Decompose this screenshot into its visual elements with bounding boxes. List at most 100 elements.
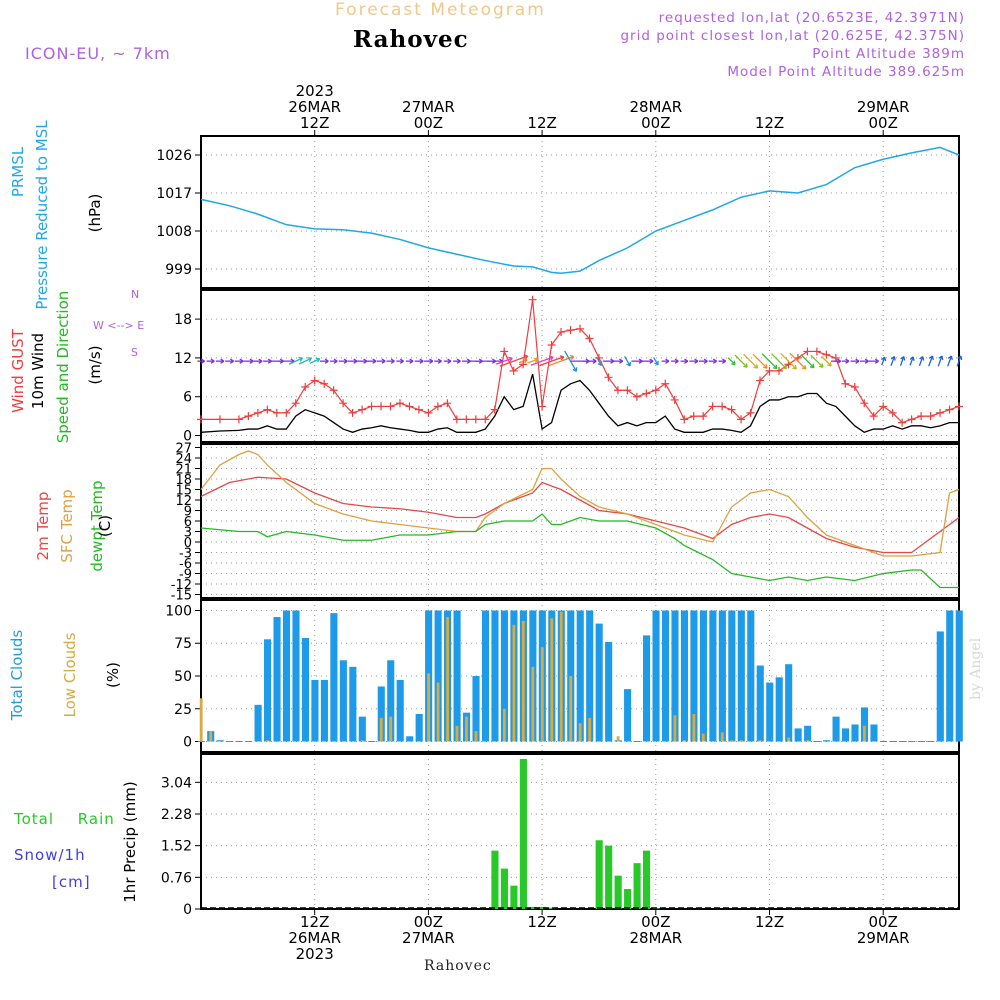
- wind-arrow-head: [399, 358, 404, 364]
- requested-coords: requested lon,lat (20.6523E, 42.3971N): [658, 10, 965, 26]
- wind-gust-marker: [718, 402, 727, 411]
- total-clouds-bar: [785, 664, 793, 742]
- wind-arrow-head: [249, 358, 254, 364]
- y-tick-label: 1.52: [161, 839, 192, 855]
- time-axis-bottom-label: 12Z: [300, 913, 329, 931]
- total-clouds-bar: [595, 623, 603, 742]
- time-axis-top-label: 00Z: [414, 114, 443, 132]
- wind-gust-marker: [509, 366, 518, 375]
- wind-gust-marker: [310, 376, 319, 385]
- low-clouds-bar: [673, 715, 677, 742]
- total-clouds-bar: [699, 610, 707, 742]
- rain-bar: [491, 850, 499, 909]
- wind-direction-arrow: [810, 354, 824, 368]
- rain-bar: [633, 863, 641, 909]
- wind-gust-marker: [197, 415, 205, 424]
- total-clouds-bar: [586, 610, 594, 742]
- total-clouds-bar: [311, 679, 319, 742]
- total-clouds-bar: [946, 610, 954, 742]
- wind-arrow-head: [307, 357, 312, 363]
- wind-gust-marker: [632, 392, 641, 401]
- wind-arrow-head: [855, 358, 860, 364]
- wind-arrow-head: [900, 356, 906, 361]
- wind-direction-arrow: [595, 356, 602, 366]
- wind-direction-arrow: [288, 357, 303, 365]
- total-clouds-bar: [415, 714, 423, 742]
- wind-direction-arrow: [947, 355, 953, 367]
- wind-arrow-head: [712, 358, 717, 364]
- wind-gust-marker: [282, 408, 291, 417]
- wind-arrow-head: [836, 358, 842, 364]
- wind-arrow-head: [827, 361, 832, 367]
- wind-gust-marker: [746, 408, 755, 417]
- wind-gust-marker: [661, 379, 670, 388]
- low-clouds-bar: [502, 708, 506, 742]
- wind-arrow-head: [239, 358, 244, 364]
- wind-arrow-head: [363, 358, 368, 364]
- wind-arrow-head: [619, 358, 624, 364]
- wind-gust-marker: [727, 405, 736, 414]
- wind-gust-marker: [841, 379, 850, 388]
- wind-direction-arrow: [499, 355, 528, 367]
- total-clouds-bar: [841, 728, 850, 742]
- wind-direction-arrow: [789, 352, 807, 370]
- compass-n-icon: N: [131, 288, 140, 301]
- footer-location: Rahovec: [424, 958, 492, 974]
- wind-gust-marker: [358, 405, 367, 414]
- wind-gust-marker: [329, 386, 338, 395]
- total-clouds-bar: [282, 610, 291, 742]
- wind-arrow-head: [353, 358, 358, 364]
- wind-arrow-head: [957, 355, 963, 361]
- wind-gust-marker: [433, 402, 442, 411]
- wind-gust-marker: [803, 347, 812, 356]
- rain-bar: [614, 875, 622, 909]
- y-tick-label: 0: [184, 536, 192, 551]
- wind-gust-marker: [490, 405, 499, 414]
- wind-arrow-head: [390, 358, 395, 364]
- y-tick-label: 0: [183, 429, 192, 445]
- total-clouds-bar: [690, 610, 698, 742]
- wind-arrow-head: [762, 364, 768, 369]
- total-clouds-bar: [718, 610, 726, 742]
- wind-arrow-head: [381, 358, 386, 364]
- y-tick-label: 1017: [156, 186, 192, 202]
- pressure-line: [200, 146, 960, 274]
- y-tick-label: 1026: [156, 148, 192, 164]
- model-point-altitude: Model Point Altitude 389.625m: [727, 64, 965, 80]
- total-clouds-bar: [434, 610, 442, 742]
- wind-direction-arrow: [821, 355, 832, 367]
- total-clouds-bar: [661, 610, 670, 742]
- total-clouds-bar: [936, 631, 944, 742]
- wind-arrow-head: [419, 358, 424, 364]
- y-tick-label: 100: [165, 603, 192, 619]
- wind-arrow-head: [772, 364, 778, 370]
- wind-arrow-head: [315, 357, 321, 363]
- total-clouds-bar: [358, 716, 366, 742]
- y-tick-label: 3.04: [161, 775, 192, 791]
- wind-direction-arrow: [653, 357, 659, 366]
- rain-bar: [510, 885, 518, 909]
- wind-gust-marker: [500, 347, 509, 356]
- total-clouds-bar: [330, 613, 338, 742]
- total-clouds-bar: [624, 689, 632, 742]
- wind-arrow-head: [753, 364, 759, 369]
- wind-gust-marker: [576, 324, 584, 333]
- low-clouds-bar: [531, 666, 535, 742]
- total-clouds-bar: [643, 635, 651, 742]
- y-tick-label: 18: [175, 473, 192, 488]
- wind-direction-arrow: [298, 357, 312, 365]
- wind-arrow-head: [210, 358, 215, 364]
- low-clouds-bar: [455, 725, 459, 742]
- wind-gust-marker: [699, 412, 708, 421]
- wind-gust-marker: [898, 418, 907, 427]
- wind-gust-marker: [822, 350, 831, 359]
- wind-arrow-head: [229, 358, 235, 364]
- wind-arrow-head: [597, 361, 603, 366]
- wind-arrow-head: [649, 358, 654, 364]
- wind-gust-marker: [395, 399, 404, 408]
- wind-gust-marker: [869, 412, 878, 421]
- wind-direction-arrow: [495, 357, 513, 365]
- total-clouds-bar: [832, 716, 840, 742]
- wind-gust-marker: [945, 405, 954, 414]
